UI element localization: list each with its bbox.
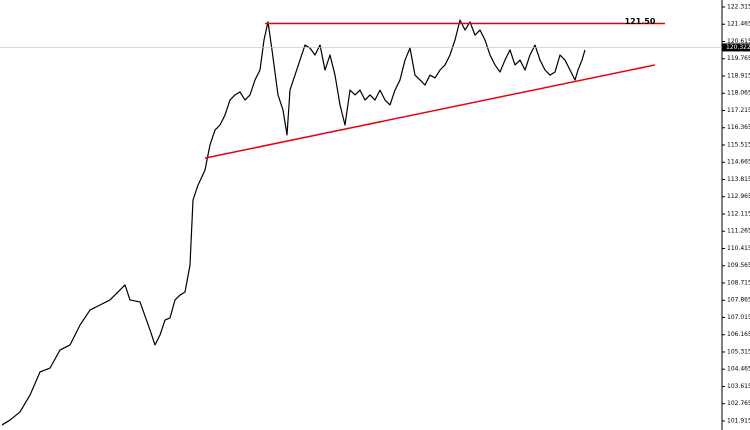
y-tick-label: 107.865 [727,297,750,304]
y-tick-label: 121.465 [727,21,750,28]
y-tick-label: 101.915 [727,417,750,424]
y-tick-label: 119.765 [727,55,750,62]
current-price-box [722,43,750,52]
y-tick-label: 114.665 [727,159,750,166]
y-tick-label: 102.765 [727,400,750,407]
y-tick-label: 107.015 [727,314,750,321]
y-tick-label: 106.165 [727,331,750,338]
y-tick-label: 109.565 [727,262,750,269]
y-tick-label: 111.265 [727,228,750,235]
price-line [1,19,586,426]
y-tick-label: 122.315 [727,4,750,11]
y-tick-label: 104.465 [727,366,750,373]
y-tick-label: 113.815 [727,176,750,183]
current-price-label: 120.322 [726,44,750,51]
y-tick-label: 116.365 [727,124,750,131]
y-tick-label: 118.065 [727,90,750,97]
y-tick-label: 118.915 [727,72,750,79]
y-tick-label: 115.515 [727,141,750,148]
annotation: 121.50 [625,17,656,26]
y-tick-label: 112.115 [727,210,750,217]
trend-line [204,64,656,159]
y-tick-label: 110.415 [727,245,750,252]
y-tick-label: 103.615 [727,383,750,390]
y-tick-label: 120.615 [727,38,750,45]
y-tick-label: 105.315 [727,348,750,355]
y-tick-label: 108.715 [727,279,750,286]
y-tick-label: 117.215 [727,107,750,114]
y-tick-label: 112.965 [727,193,750,200]
